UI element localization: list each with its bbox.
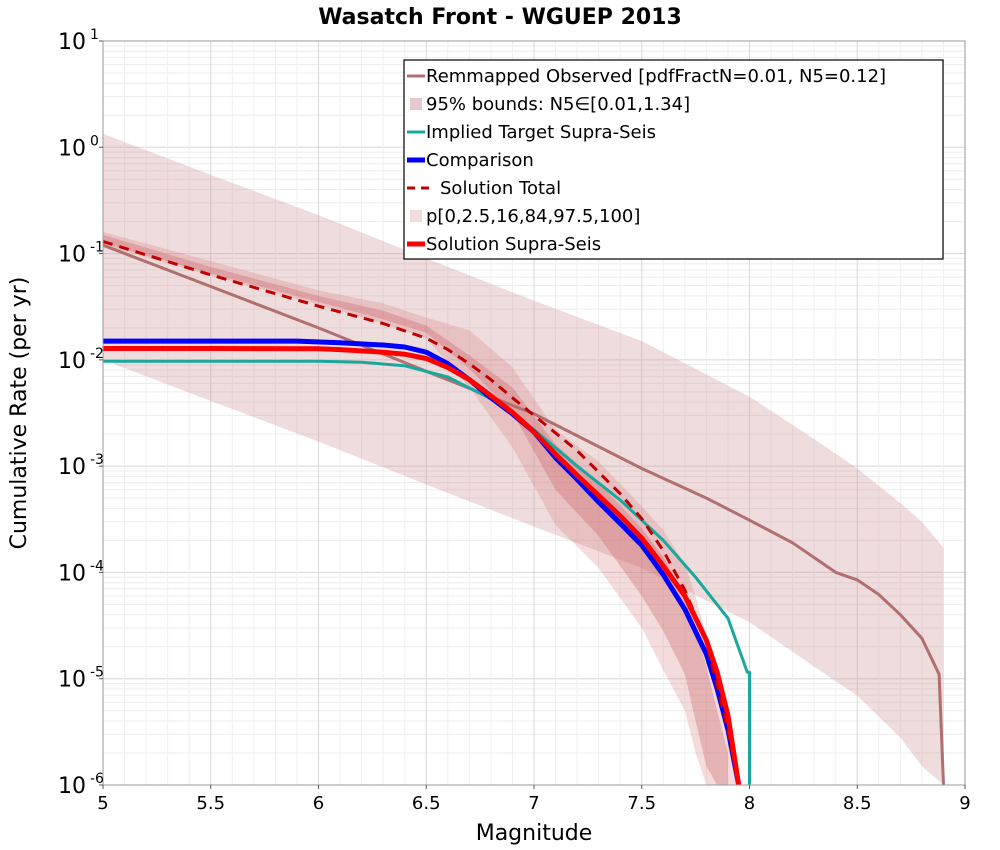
x-tick-label: 9 bbox=[959, 793, 970, 814]
y-tick-label: 10 -4 bbox=[58, 558, 104, 586]
series-lines bbox=[102, 240, 945, 786]
legend-label: Comparison bbox=[426, 150, 534, 171]
x-tick-label: 6.5 bbox=[412, 793, 441, 814]
x-axis-ticks: 5 5.5 6 6.5 7 7.5 8 8.5 9 bbox=[97, 785, 971, 814]
x-tick-label: 7 bbox=[528, 793, 539, 814]
legend-swatch bbox=[410, 210, 422, 222]
y-tick-label: 10 -2 bbox=[58, 346, 104, 374]
legend-label: Remmapped Observed [pdfFractN=0.01, N5=0… bbox=[426, 66, 886, 87]
legend: Remmapped Observed [pdfFractN=0.01, N5=0… bbox=[403, 59, 944, 260]
x-tick-label: 8.5 bbox=[843, 793, 872, 814]
y-tick-label: 10 -3 bbox=[58, 452, 104, 480]
y-tick-label: 10 0 bbox=[58, 133, 99, 161]
y-axis-label: Cumulative Rate (per yr) bbox=[7, 277, 32, 550]
legend-box bbox=[403, 59, 944, 260]
x-tick-label: 8 bbox=[744, 793, 755, 814]
chart-title: Wasatch Front - WGUEP 2013 bbox=[318, 5, 682, 30]
legend-label: Implied Target Supra-Seis bbox=[426, 122, 656, 143]
x-axis-label: Magnitude bbox=[476, 821, 593, 846]
series-line-1 bbox=[103, 359, 751, 785]
x-tick-label: 5 bbox=[97, 793, 108, 814]
x-tick-label: 6 bbox=[313, 793, 324, 814]
y-tick-label: 10 -5 bbox=[58, 665, 104, 693]
x-tick-label: 5.5 bbox=[196, 793, 225, 814]
y-tick-label: 10 1 bbox=[58, 27, 99, 55]
legend-label: Solution Supra-Seis bbox=[426, 234, 601, 255]
series-line-4 bbox=[103, 346, 742, 786]
series-line-3 bbox=[102, 240, 741, 786]
x-tick-label: 7.5 bbox=[627, 793, 656, 814]
legend-label: 95% bounds: N5∈[0.01,1.34] bbox=[426, 94, 690, 115]
legend-label: Solution Total bbox=[440, 178, 561, 199]
y-tick-label: 10 -6 bbox=[58, 771, 104, 799]
legend-label: p[0,2.5,16,84,97.5,100] bbox=[426, 206, 640, 227]
band-0 bbox=[103, 133, 944, 786]
band-2 bbox=[103, 234, 728, 785]
y-tick-label: 10 -1 bbox=[58, 240, 104, 268]
legend-swatch bbox=[410, 98, 422, 110]
